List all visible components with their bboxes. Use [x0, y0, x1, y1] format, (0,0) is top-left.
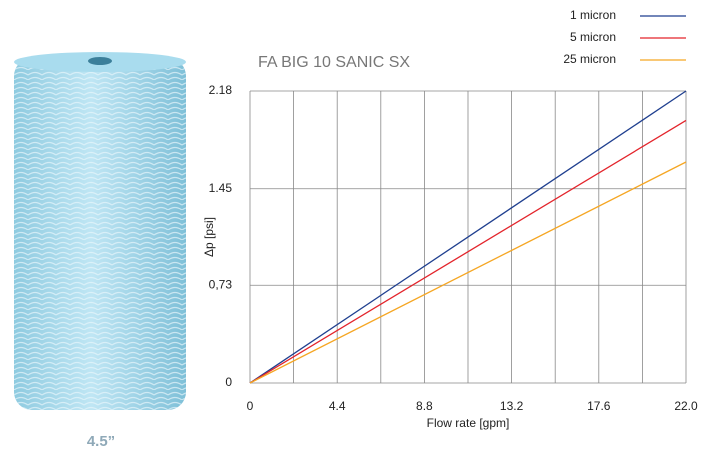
y-tick-label: 0 — [225, 375, 232, 389]
y-axis-label: Δp [psi] — [202, 217, 216, 257]
x-tick-label: 0 — [247, 399, 254, 413]
image-caption: 4.5” — [87, 433, 115, 450]
series-line — [249, 161, 687, 384]
legend-label: 5 micron — [570, 30, 616, 44]
chart-title: FA BIG 10 SANIC SX — [258, 54, 410, 71]
x-tick-label: 4.4 — [329, 399, 346, 413]
x-tick-label: 17.6 — [587, 399, 611, 413]
y-tick-label: 2.18 — [209, 83, 233, 97]
series-line — [249, 90, 687, 384]
legend-label: 1 micron — [570, 8, 616, 22]
y-tick-label: 1.45 — [209, 181, 233, 195]
x-axis-label: Flow rate [gpm] — [427, 416, 510, 430]
y-tick-label: 0,73 — [209, 277, 233, 291]
x-tick-label: 13.2 — [500, 399, 524, 413]
series-line — [249, 119, 687, 384]
filter-image — [14, 52, 186, 410]
x-tick-label: 22.0 — [674, 399, 698, 413]
x-tick-label: 8.8 — [416, 399, 433, 413]
legend-label: 25 micron — [563, 52, 616, 66]
